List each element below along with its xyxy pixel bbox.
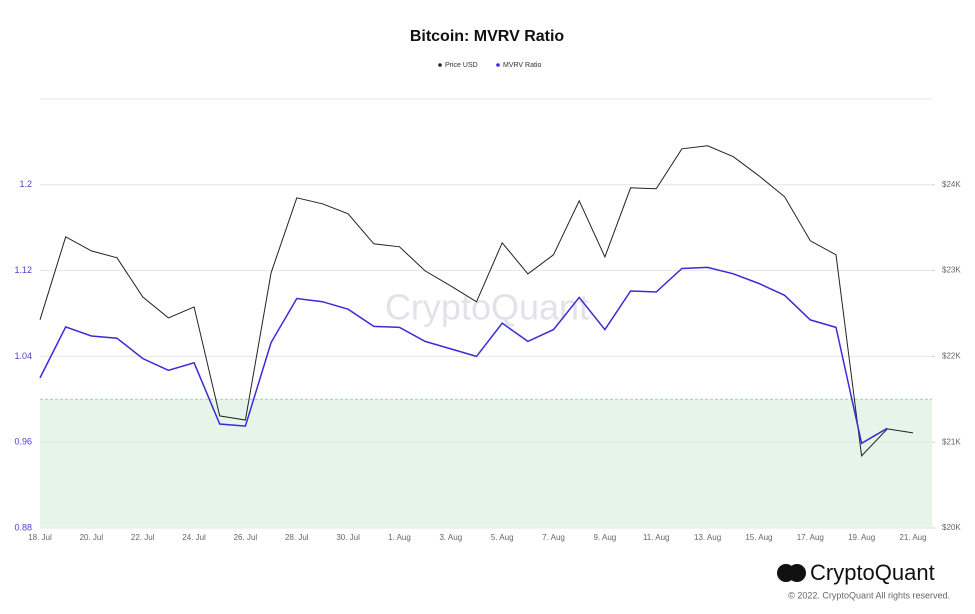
x-tick-label: 15. Aug [745,533,772,542]
y-tick-label: 0.88 [14,522,32,532]
y2-tick-label: $23K [942,266,961,275]
legend-label: MVRV Ratio [503,62,541,69]
brand-logo: CryptoQuant [777,560,935,585]
series-line [39,266,888,445]
x-tick-label: 9. Aug [594,533,617,542]
y-tick-label: 0.96 [14,437,32,447]
legend-label: Price USD [445,62,478,69]
y-tick-label: 1.12 [14,265,32,275]
highlight-band [40,399,932,528]
legend-marker [496,63,500,67]
x-tick-label: 7. Aug [542,533,565,542]
x-tick-label: 22. Jul [131,533,155,542]
x-tick-label: 13. Aug [694,533,721,542]
x-tick-label: 11. Aug [643,533,670,542]
x-tick-label: 17. Aug [797,533,824,542]
x-tick-label: 3. Aug [439,533,462,542]
x-tick-label: 24. Jul [182,533,206,542]
y2-tick-label: $20K [942,523,961,532]
copyright: © 2022. CryptoQuant All rights reserved. [788,590,950,600]
logo-mark [788,564,806,582]
y2-tick-label: $24K [942,180,961,189]
y-tick-label: 1.2 [19,179,32,189]
y-tick-label: 1.04 [14,351,32,361]
x-tick-label: 26. Jul [234,533,258,542]
chart-title: Bitcoin: MVRV Ratio [410,28,565,45]
x-tick-label: 18. Jul [28,533,52,542]
x-tick-label: 1. Aug [388,533,411,542]
watermark: CryptoQuant [385,287,589,328]
x-tick-label: 21. Aug [899,533,926,542]
brand-name: CryptoQuant [810,560,935,585]
y2-tick-label: $22K [942,352,961,361]
x-tick-label: 20. Jul [80,533,104,542]
y2-tick-label: $21K [942,437,961,446]
series-line [39,145,914,458]
x-tick-label: 19. Aug [848,533,875,542]
legend-marker [438,63,442,67]
x-tick-label: 28. Jul [285,533,309,542]
x-tick-label: 30. Jul [336,533,360,542]
x-tick-label: 5. Aug [491,533,514,542]
